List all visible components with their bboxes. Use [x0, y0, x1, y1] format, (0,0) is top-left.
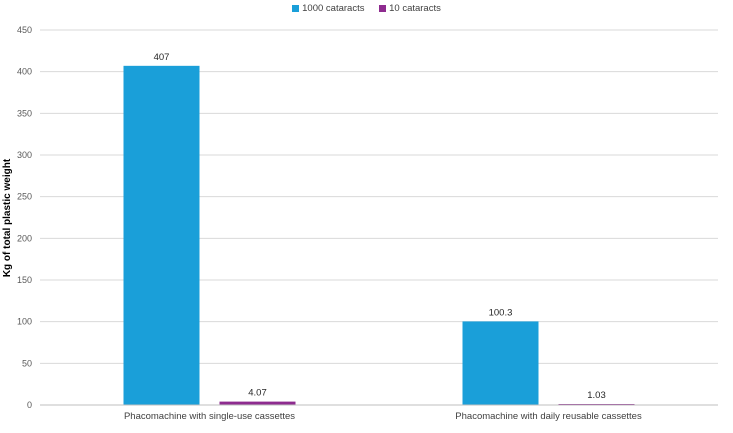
- bar: [462, 321, 539, 405]
- y-tick-label: 0: [27, 400, 32, 410]
- legend-swatch-series-2: [379, 5, 387, 12]
- x-category-label: Phacomachine with single-use cassettes: [124, 411, 295, 422]
- bar: [219, 401, 296, 405]
- y-tick-label: 300: [17, 150, 32, 160]
- legend-label-series-1: 1000 cataracts: [302, 3, 365, 14]
- y-axis-title: Kg of total plastic weight: [2, 158, 13, 277]
- legend-item-series-1: 1000 cataracts: [292, 3, 364, 14]
- bars: [123, 65, 635, 405]
- y-tick-label: 150: [17, 275, 32, 285]
- legend-label-series-2: 10 cataracts: [389, 3, 441, 14]
- data-label: 4.07: [248, 388, 267, 399]
- data-label: 100.3: [489, 307, 513, 318]
- y-tick-label: 400: [17, 67, 32, 77]
- y-tick-label: 450: [17, 25, 32, 35]
- y-tick-label: 350: [17, 108, 32, 118]
- x-axis-categories: Phacomachine with single-use cassettes Ph…: [124, 411, 642, 422]
- y-axis-ticks: 0 50 100 150 200 250 300 350 400 450: [17, 25, 32, 410]
- y-tick-label: 250: [17, 192, 32, 202]
- bar: [123, 65, 200, 405]
- y-tick-label: 200: [17, 233, 32, 243]
- y-tick-label: 50: [22, 358, 32, 368]
- legend-item-series-2: 10 cataracts: [379, 3, 441, 14]
- x-category-label: Phacomachine with daily reusable cassett…: [455, 411, 642, 422]
- data-label: 1.03: [587, 390, 606, 401]
- data-labels: 407 4.07 100.3 1.03: [154, 52, 606, 401]
- data-label: 407: [154, 52, 170, 63]
- y-tick-label: 100: [17, 317, 32, 327]
- legend-swatch-series-1: [292, 5, 300, 12]
- chart-legend: 1000 cataracts 10 cataracts: [0, 3, 733, 15]
